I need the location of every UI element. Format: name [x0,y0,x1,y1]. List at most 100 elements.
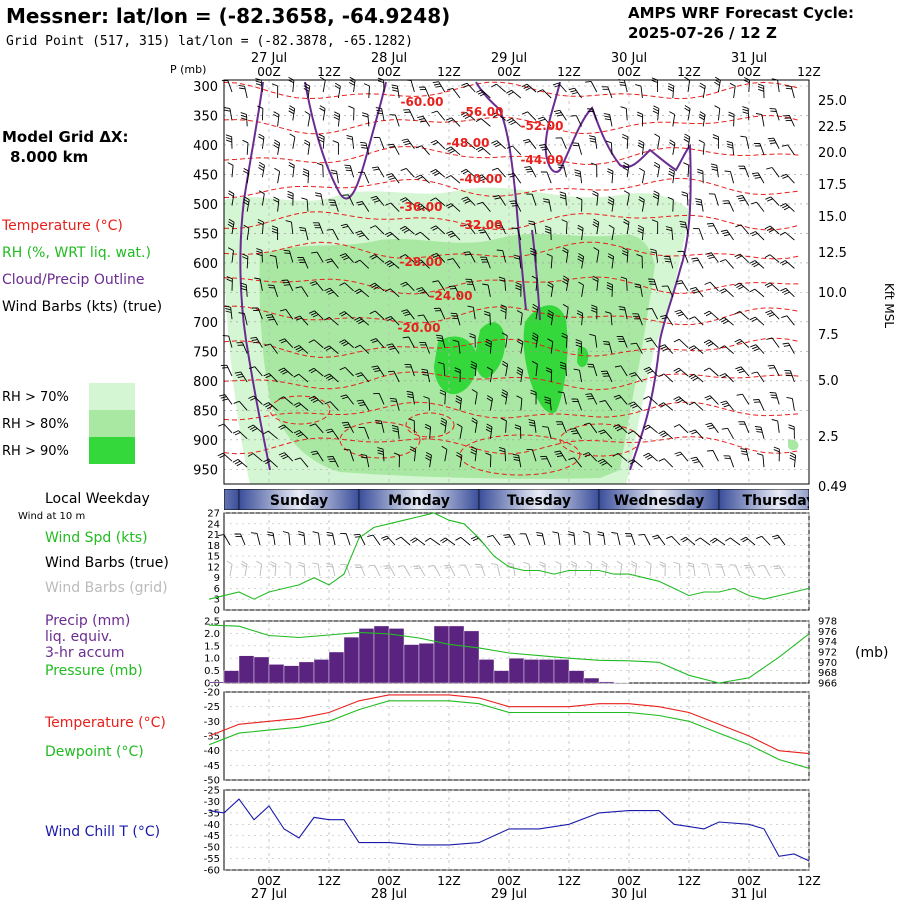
wind-barb [607,253,615,269]
wind-barb [476,201,491,212]
wind-barb [242,139,249,155]
wind-barb [602,340,613,354]
wind-barb [789,452,797,468]
wind-barb [399,225,415,235]
precip-bar [523,659,540,684]
wind-barb [751,371,765,383]
precip-bar [388,628,405,684]
wind-barb [258,190,265,206]
wind-barb [278,452,294,462]
wind-barb [586,108,598,121]
panel-tick-label: 27 [207,509,220,520]
wind-barb [486,534,501,546]
wind-barb [410,537,426,546]
panel-tick-label: 2.0 [204,629,220,640]
wind-barb [571,398,583,411]
wind-barb [440,417,447,433]
wind-barb [501,360,509,377]
wind-barb [247,424,263,434]
wind-barb [358,171,370,184]
wind-barb [645,560,652,577]
wind-barb [325,428,339,440]
wind-barb [526,193,537,206]
panel-tick-label: 15 [207,552,220,563]
wind-barb [559,191,567,206]
wind-barb [400,281,415,292]
wind-barb [673,561,681,577]
wind-barb [324,287,339,298]
panel-tick-label: 24 [207,519,220,530]
wind-barb [597,531,606,546]
wind-barb [540,455,552,468]
weekday-band: Saturday Sunday Monday Tuesday Wednesday Thur… [143,489,809,510]
wind-barb [441,445,448,462]
wind-barb [689,316,704,326]
wind-barb [719,345,734,354]
temperature-panel: -20 -25 -30 -35 -40 -45 -50 [204,688,810,787]
wind-barb [432,280,446,292]
wind-barb [448,285,461,297]
panel-frame [223,512,810,611]
wind-barb [753,142,765,155]
wind-barb [308,395,324,405]
wind-barb [674,451,689,462]
wind-barb [339,339,354,348]
wind-barb [323,345,339,354]
dewpoint-label: Dewpoint (°C) [45,744,144,760]
wind-barb [445,175,461,184]
wind-barb [228,190,235,206]
wind-barb [485,338,492,354]
temperature-contour-label: -52.00 [521,119,564,133]
wind-barb [281,279,294,291]
legend-wind: Wind Barbs (kts) (true) [2,299,162,315]
wind-barb [577,253,585,269]
wind-barb [669,139,676,155]
wind-barb [403,109,415,121]
wind-barb [452,339,461,354]
wind-barb [689,286,704,298]
bottom-hour-labels: 00Z 12Z 00Z 12Z 00Z 12Z 00Z 12Z 00Z 12Z [257,874,821,888]
wind-barb [247,453,263,462]
wind-barb [766,337,780,348]
wind-barb [561,219,568,235]
wind-barb [629,372,643,383]
wind-barb [738,421,750,433]
wind-barb [389,114,400,127]
precip-bar [283,665,300,684]
wind-barb [257,219,264,235]
wind-barb [400,167,415,178]
wind-barb [772,534,786,546]
wind-barb [724,170,735,184]
wind-barb [227,162,234,178]
wind-barb [485,423,493,439]
precip-bar [553,659,570,684]
wind-barb [370,338,385,348]
wind-barb [391,84,400,99]
wind-barb [386,343,400,354]
wind-barb [721,427,734,440]
wind-barb [788,424,795,439]
wind-barb [285,220,294,235]
wind-barb [612,453,628,462]
bottom-date-label: 27 Jul [251,887,287,900]
wind-barb [328,199,339,212]
height-tick-label: 17.5 [818,178,847,193]
wind-barb [648,278,659,291]
weekday-label: Saturday [143,493,214,509]
temperature-contour [223,241,801,260]
wind-barb [531,275,538,291]
wind-barb [476,89,491,99]
wind-barb [783,115,795,127]
wind-barb [698,139,705,155]
wind-barb [367,534,381,546]
wind-barb [243,224,250,241]
panel-frame [223,789,810,871]
wind-barb [734,253,750,263]
wind-barb [752,399,765,411]
wind-barb [704,281,719,292]
wind-barb [684,105,691,121]
wind-barb [665,226,674,241]
wind-barb [536,532,546,546]
wind-barb [764,282,780,292]
wind-barb [506,145,522,156]
